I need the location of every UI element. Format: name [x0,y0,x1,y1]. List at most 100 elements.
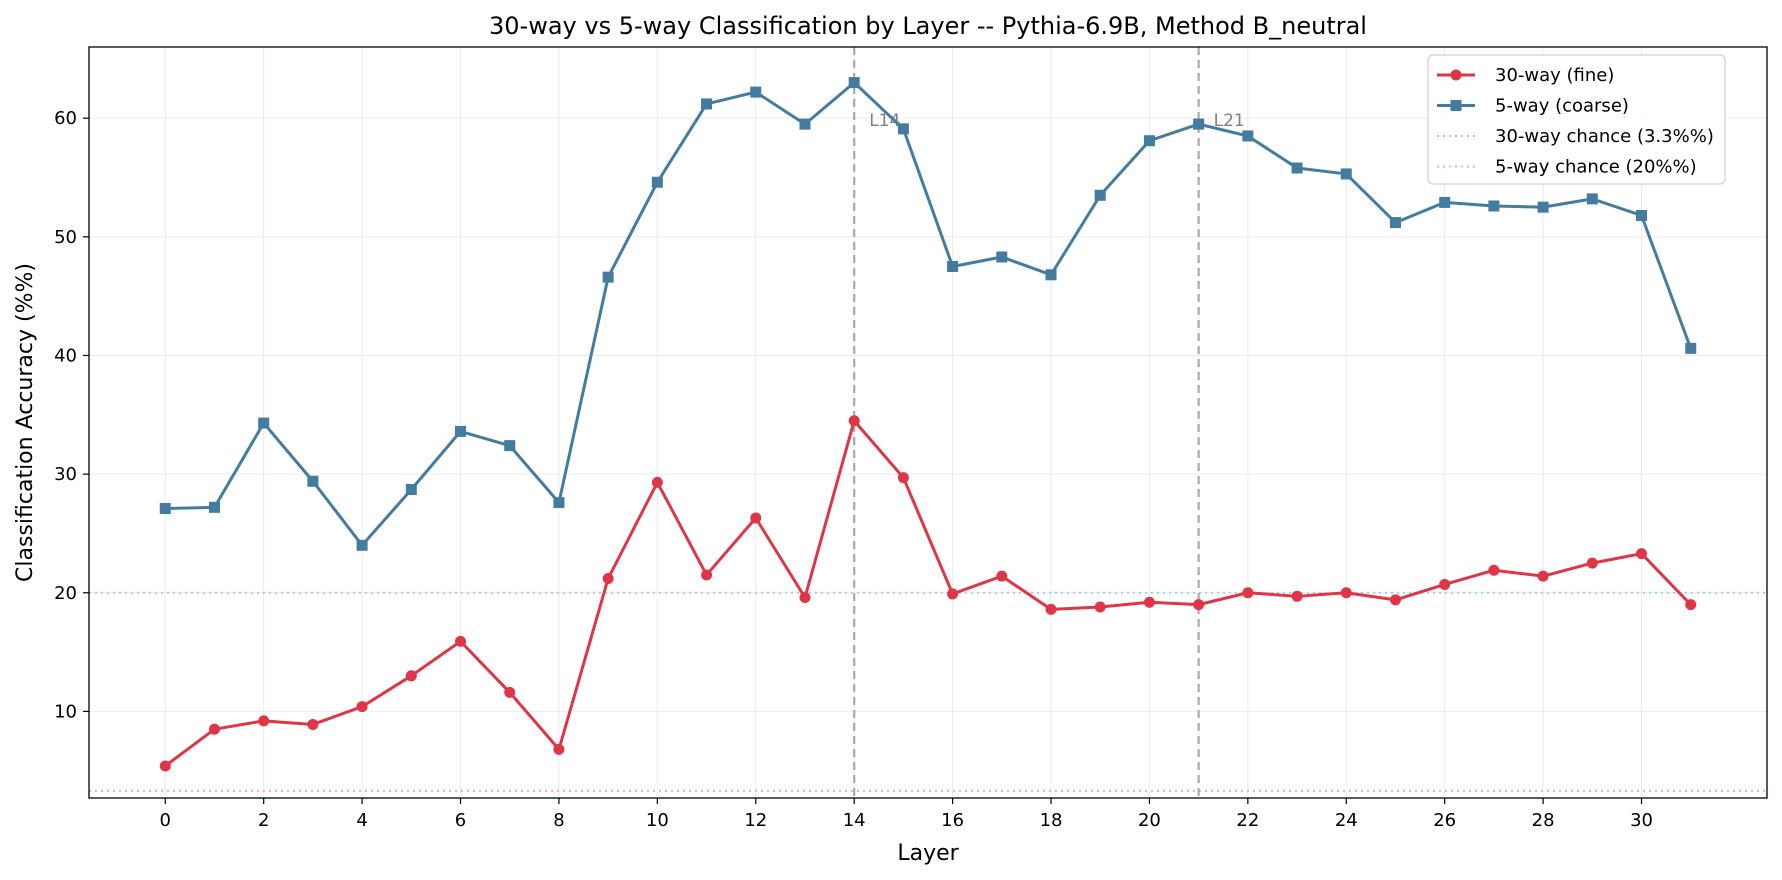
data-point [1488,564,1500,576]
series-line [165,81,1693,547]
legend-label: 5-way (coarse) [1495,96,1629,117]
data-point [1045,269,1057,281]
x-tick-label: 8 [553,810,564,831]
data-point [701,569,713,581]
data-point [1094,189,1106,201]
data-point [258,715,270,727]
x-tick-label: 18 [1040,810,1063,831]
x-tick-label: 26 [1433,810,1456,831]
data-point [1045,603,1057,615]
data-point [504,440,516,452]
y-tick-label: 30 [54,464,77,485]
data-point [750,512,762,524]
data-point [553,743,565,755]
data-point [799,118,811,130]
legend-label: 30-way (fine) [1495,65,1614,86]
chance-lines [89,591,1767,792]
data-point [602,573,614,585]
y-tick-label: 20 [54,583,77,604]
data-point [1242,130,1254,142]
data-point [1586,557,1598,569]
data-point [1143,135,1155,147]
data-point [405,670,417,682]
data-point [947,260,959,272]
data-point [405,484,417,496]
data-point [897,472,909,484]
layer-marker-label: L21 [1214,111,1245,131]
data-point [1636,548,1648,560]
data-point [258,417,270,429]
data-point [947,588,959,600]
x-tick-label: 20 [1138,810,1161,831]
x-tick-label: 0 [160,810,171,831]
data-point [356,539,368,551]
data-point [1193,118,1205,130]
series-lines [159,77,1697,772]
data-point [159,503,171,515]
data-point [455,425,467,437]
data-point [1636,209,1648,221]
plot-frame [88,46,1768,799]
data-point [1340,168,1352,180]
y-axis-label: Classification Accuracy (%%) [13,263,38,582]
x-tick-label: 4 [356,810,367,831]
data-point [1193,599,1205,611]
data-point [799,591,811,603]
data-point [1586,193,1598,205]
legend-marker [1450,100,1462,111]
data-point [996,570,1008,582]
x-tick-label: 14 [843,810,866,831]
legend-box [1427,54,1726,185]
data-point [504,686,516,698]
data-point [848,77,860,89]
legend: 30-way (fine) 5-way (coarse) 30-way chance… [1427,54,1726,185]
x-axis-ticks: 0 2 4 6 8 10 12 14 16 18 20 22 24 26 28 30 [160,798,1653,831]
x-tick-label: 12 [744,810,767,831]
data-point [1291,590,1303,602]
data-point [701,98,713,110]
data-point [553,497,565,509]
x-tick-label: 28 [1532,810,1555,831]
x-tick-label: 6 [455,810,466,831]
data-point [848,415,860,427]
data-point [750,86,762,98]
data-point [1389,594,1401,606]
x-axis-label: Layer [897,841,959,866]
legend-label: 5-way chance (20%%) [1495,157,1697,178]
data-point [1291,162,1303,174]
y-tick-label: 10 [54,701,77,722]
data-point [996,251,1008,263]
chart-title: 30-way vs 5-way Classification by Layer … [489,12,1367,40]
data-point [208,501,220,513]
layer-markers: L14 L21 [853,47,1245,798]
layer-marker-label: L14 [869,111,900,131]
data-point [159,760,171,772]
data-point [1685,342,1697,354]
x-tick-label: 30 [1630,810,1653,831]
data-point [1242,587,1254,599]
y-axis-ticks: 10 20 30 40 50 60 [54,108,89,722]
legend-label: 30-way chance (3.3%%) [1495,126,1714,147]
data-point [1488,200,1500,212]
data-point [651,176,663,188]
x-tick-label: 2 [258,810,269,831]
y-tick-label: 40 [54,345,77,366]
legend-marker [1450,69,1462,81]
x-tick-label: 24 [1335,810,1358,831]
data-point [307,718,319,730]
y-tick-label: 50 [54,227,77,248]
x-tick-label: 22 [1236,810,1259,831]
series-line [164,419,1692,768]
data-point [208,723,220,735]
data-point [651,476,663,488]
data-point [356,701,368,713]
data-point [1537,201,1549,213]
data-point [602,271,614,283]
x-tick-label: 10 [646,810,669,831]
data-point [1439,196,1451,208]
data-point [1685,599,1697,611]
data-point [1340,587,1352,599]
y-tick-label: 60 [54,108,77,129]
data-point [1439,578,1451,590]
